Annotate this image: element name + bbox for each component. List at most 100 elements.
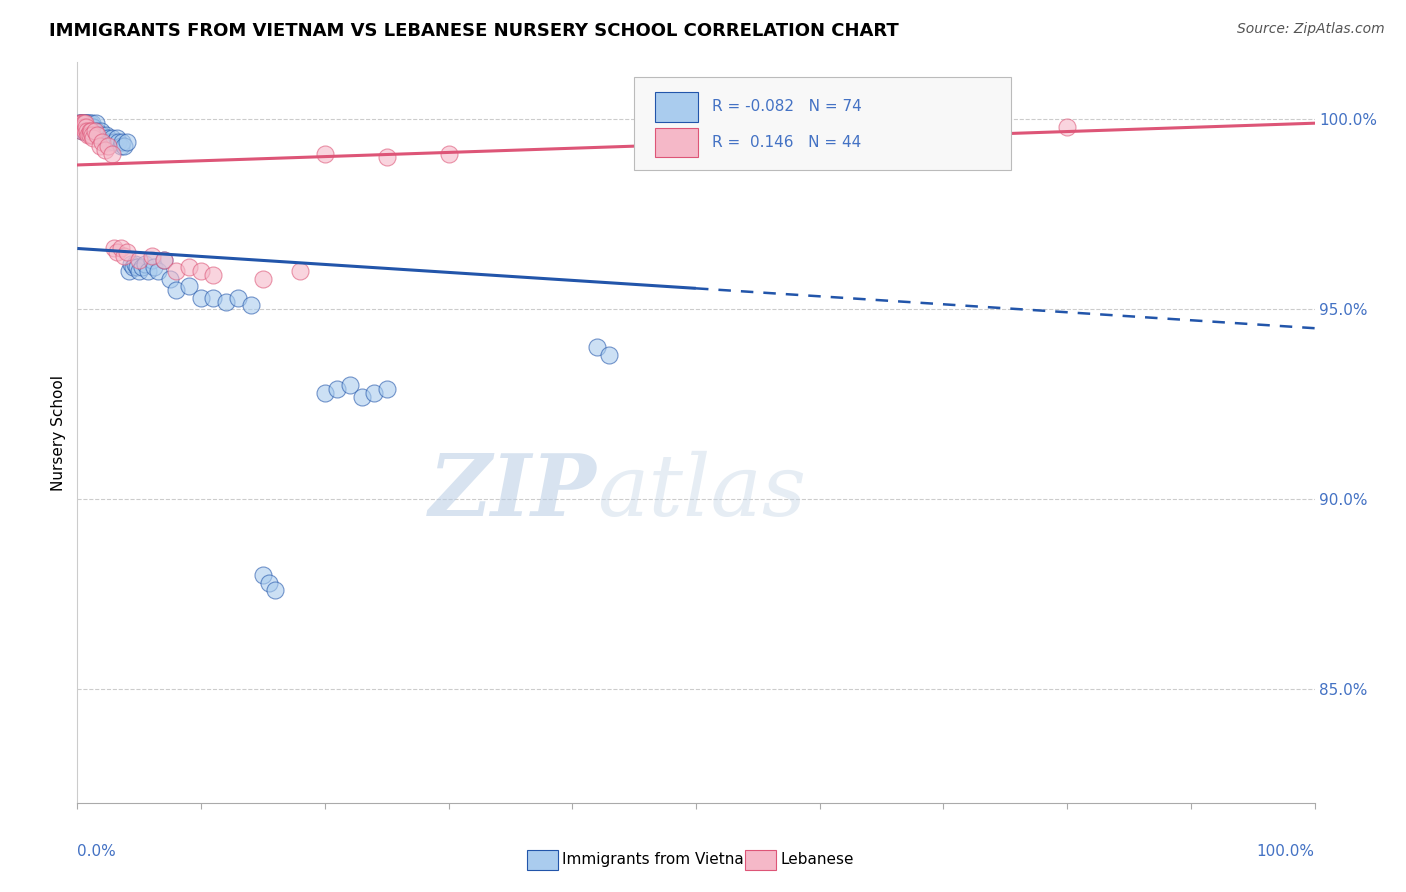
Point bbox=[190, 264, 212, 278]
Point bbox=[131, 260, 153, 275]
Text: Source: ZipAtlas.com: Source: ZipAtlas.com bbox=[1237, 22, 1385, 37]
Point bbox=[363, 385, 385, 400]
Point bbox=[120, 257, 142, 271]
Point bbox=[72, 116, 94, 130]
Point bbox=[77, 120, 100, 134]
Point bbox=[98, 135, 121, 149]
Point bbox=[314, 146, 336, 161]
Point bbox=[153, 252, 176, 267]
Point bbox=[264, 583, 287, 598]
Point bbox=[141, 252, 163, 267]
Point bbox=[1056, 120, 1078, 134]
Point bbox=[89, 139, 111, 153]
Point bbox=[118, 264, 141, 278]
Point bbox=[82, 128, 104, 142]
Point bbox=[128, 264, 150, 278]
Point bbox=[314, 385, 336, 400]
Point bbox=[86, 128, 108, 142]
Point bbox=[72, 120, 94, 134]
Point bbox=[76, 116, 98, 130]
Point bbox=[165, 283, 187, 297]
Point bbox=[128, 252, 150, 267]
Text: atlas: atlas bbox=[598, 450, 806, 533]
Text: Immigrants from Vietnam: Immigrants from Vietnam bbox=[562, 853, 759, 867]
Point bbox=[103, 242, 125, 256]
Point bbox=[146, 264, 169, 278]
Point bbox=[110, 139, 132, 153]
Point bbox=[339, 378, 361, 392]
Point bbox=[72, 124, 94, 138]
Point bbox=[69, 116, 91, 130]
Point bbox=[288, 264, 311, 278]
Point bbox=[72, 120, 94, 134]
Point bbox=[101, 146, 124, 161]
Point bbox=[122, 260, 145, 275]
Point bbox=[70, 116, 93, 130]
Point bbox=[93, 131, 115, 145]
Point bbox=[80, 124, 103, 138]
Point bbox=[82, 120, 104, 134]
Point bbox=[82, 131, 104, 145]
Point bbox=[159, 272, 181, 286]
Point bbox=[72, 124, 94, 138]
Point bbox=[115, 245, 138, 260]
Point bbox=[75, 116, 97, 130]
Point bbox=[257, 575, 280, 590]
Point bbox=[375, 150, 398, 164]
Point bbox=[239, 298, 262, 312]
Point bbox=[112, 249, 135, 263]
Point bbox=[136, 264, 159, 278]
Point bbox=[87, 128, 110, 142]
Point bbox=[69, 116, 91, 130]
Point bbox=[79, 124, 101, 138]
Point bbox=[101, 131, 124, 145]
Point bbox=[72, 116, 94, 130]
Point bbox=[105, 131, 128, 145]
Point bbox=[75, 120, 97, 134]
Point bbox=[76, 120, 98, 134]
Point bbox=[110, 242, 132, 256]
Text: 0.0%: 0.0% bbox=[77, 844, 117, 858]
Point bbox=[84, 116, 107, 130]
Point bbox=[177, 279, 200, 293]
Point bbox=[685, 143, 707, 157]
Point bbox=[105, 245, 128, 260]
Point bbox=[91, 128, 114, 142]
Point bbox=[190, 291, 212, 305]
Point bbox=[70, 116, 93, 130]
Point bbox=[112, 139, 135, 153]
Point bbox=[73, 116, 96, 130]
Point bbox=[115, 135, 138, 149]
Point bbox=[103, 135, 125, 149]
Point bbox=[111, 135, 134, 149]
Point bbox=[125, 260, 148, 275]
Point bbox=[215, 294, 238, 309]
Point bbox=[77, 128, 100, 142]
Point bbox=[598, 348, 620, 362]
Point bbox=[91, 135, 114, 149]
Point bbox=[72, 124, 94, 138]
Point bbox=[143, 260, 166, 275]
Point bbox=[77, 116, 100, 130]
Point bbox=[83, 124, 105, 138]
Point bbox=[76, 124, 98, 138]
Point bbox=[73, 124, 96, 138]
Text: IMMIGRANTS FROM VIETNAM VS LEBANESE NURSERY SCHOOL CORRELATION CHART: IMMIGRANTS FROM VIETNAM VS LEBANESE NURS… bbox=[49, 22, 898, 40]
Text: R =  0.146   N = 44: R = 0.146 N = 44 bbox=[711, 135, 862, 150]
Point bbox=[75, 120, 97, 134]
Point bbox=[80, 120, 103, 134]
Point bbox=[73, 116, 96, 130]
Point bbox=[94, 128, 117, 142]
Point bbox=[252, 568, 274, 582]
Point bbox=[252, 272, 274, 286]
Text: R = -0.082   N = 74: R = -0.082 N = 74 bbox=[711, 99, 862, 114]
Point bbox=[79, 116, 101, 130]
Point bbox=[226, 291, 249, 305]
Point bbox=[82, 116, 104, 130]
Point bbox=[134, 257, 156, 271]
Point bbox=[70, 120, 93, 134]
Point bbox=[70, 120, 93, 134]
Point bbox=[107, 135, 129, 149]
Point bbox=[177, 260, 200, 275]
Point bbox=[97, 131, 120, 145]
